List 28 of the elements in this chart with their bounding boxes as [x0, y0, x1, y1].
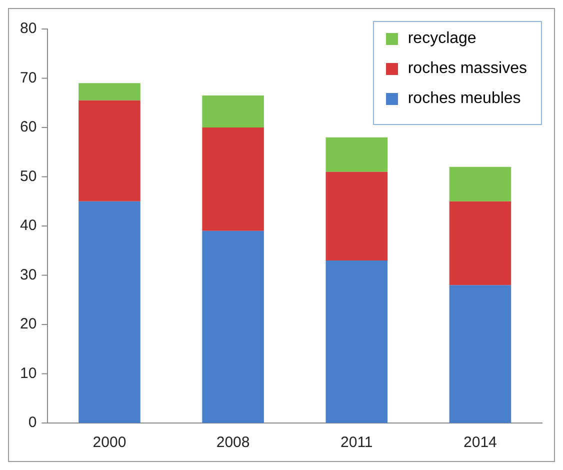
x-tick-label: 2014	[464, 434, 497, 452]
bar	[78, 83, 140, 100]
bar	[78, 100, 140, 202]
y-tick-label: 70	[20, 69, 37, 86]
bar	[202, 128, 264, 231]
bar	[78, 201, 140, 423]
bar	[449, 166, 512, 202]
bar	[202, 230, 264, 423]
x-tick-label: 2008	[216, 434, 250, 452]
y-tick-label: 20	[20, 316, 37, 333]
bar	[326, 172, 388, 260]
y-tick-label: 30	[20, 266, 37, 284]
y-tick-label: 10	[20, 364, 37, 382]
y-tick-label: 0	[28, 414, 37, 432]
bar	[449, 285, 512, 423]
x-tick-label: 2011	[340, 434, 373, 452]
legend-label: recyclage	[408, 30, 476, 48]
y-tick-label: 60	[20, 118, 37, 136]
x-tick-label: 2000	[92, 434, 126, 452]
y-tick-label: 50	[20, 168, 37, 185]
legend-label: roches meubles	[408, 90, 521, 108]
bar	[326, 260, 388, 423]
y-tick-label: 80	[20, 20, 37, 38]
bar	[449, 201, 512, 286]
legend-label: roches massives	[408, 60, 527, 78]
bar	[202, 95, 264, 128]
bar	[326, 137, 388, 172]
y-tick-label: 40	[20, 217, 37, 234]
